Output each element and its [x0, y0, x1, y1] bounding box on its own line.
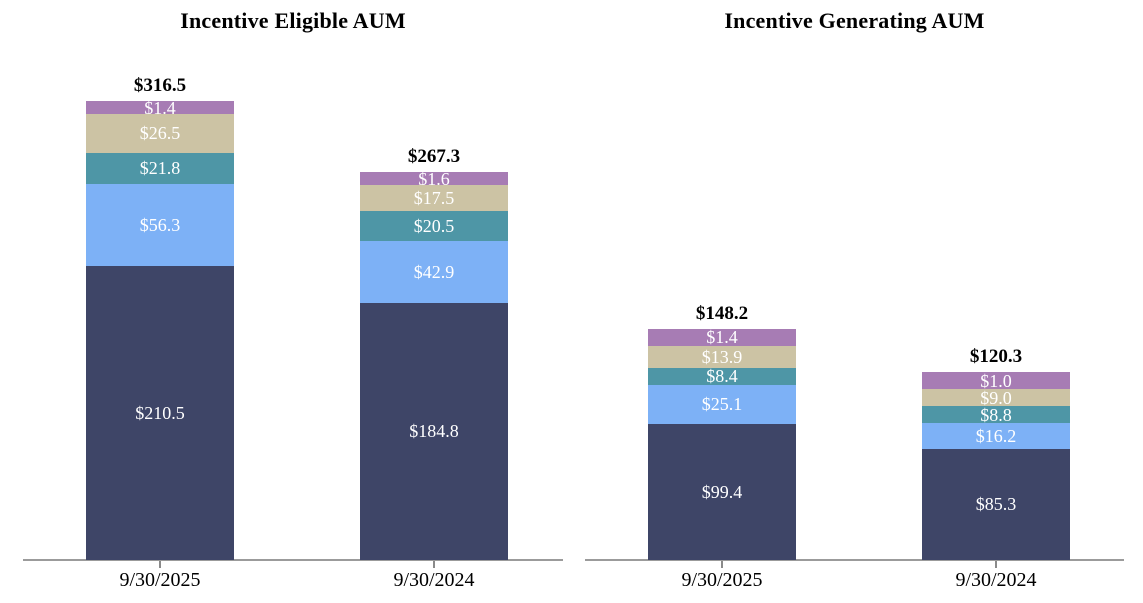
bar-segment-tan-segment: $13.9: [648, 345, 796, 368]
segment-value-label: $17.5: [413, 188, 455, 209]
plot-area: $1.4 $13.9 $8.4 $25.1 $99.4 $148.2 9/30/2025 $1…: [572, 0, 1143, 603]
bar-segment-navy-segment: $184.8: [360, 302, 508, 560]
bar-segment-teal-segment: $8.8: [922, 404, 1070, 425]
segment-value-label: $20.5: [413, 215, 455, 236]
chart-title: Incentive Eligible AUM: [180, 8, 406, 33]
bar-segment-purple-segment: $1.4: [86, 97, 234, 118]
segment-value-label: $26.5: [139, 123, 181, 144]
segment-value-label: $1.4: [706, 327, 738, 348]
bar-segment-light-blue-segment: $25.1: [648, 384, 796, 424]
segment-value-label: $13.9: [701, 346, 743, 367]
segment-value-label: $184.8: [409, 421, 459, 442]
x-axis-line: [585, 559, 1124, 561]
segment-value-label: $85.3: [975, 494, 1017, 515]
x-axis-category-label: 9/30/2024: [955, 569, 1037, 591]
segment-value-label: $9.0: [980, 387, 1012, 408]
bar-segment-tan-segment: $9.0: [922, 387, 1070, 408]
bar-segment-light-blue-segment: $42.9: [360, 240, 508, 303]
bar-total-label: $148.2: [695, 302, 749, 324]
bar-total-label: $267.3: [407, 146, 461, 168]
x-axis-category-label: 9/30/2025: [119, 569, 201, 591]
bar-segment-navy-segment: $210.5: [86, 265, 234, 560]
bar-segment-navy-segment: $99.4: [648, 423, 796, 560]
bar-segment-teal-segment: $20.5: [360, 210, 508, 241]
segment-value-label: $1.4: [144, 97, 176, 118]
segment-value-label: $210.5: [135, 402, 185, 423]
stacked-bar-9-30-2024: $1.6 $17.5 $20.5 $42.9 $184.8: [360, 168, 508, 560]
bar-segment-light-blue-segment: $56.3: [86, 184, 234, 266]
x-axis-tick: [433, 561, 435, 568]
segment-value-label: $8.8: [980, 404, 1012, 425]
stacked-bar-9-30-2024: $1.0 $9.0 $8.8 $16.2 $85.3: [922, 372, 1070, 560]
segment-value-label: $99.4: [701, 481, 743, 502]
bar-segment-purple-segment: $1.6: [360, 168, 508, 189]
x-axis-line: [23, 559, 563, 561]
bar-segment-tan-segment: $17.5: [360, 185, 508, 211]
chart-incentive-eligible-aum: Incentive Eligible AUM $1.4 $26.5 $21.8 $56…: [23, 8, 563, 591]
segment-value-label: $1.6: [418, 168, 450, 189]
segment-value-label: $25.1: [701, 394, 743, 415]
plot-area: $1.4 $26.5 $21.8 $56.3 $210.5 $316.5 9/30/2025…: [23, 75, 563, 591]
segment-value-label: $16.2: [975, 425, 1017, 446]
segment-value-label: $21.8: [139, 158, 181, 179]
x-axis-tick: [721, 561, 723, 568]
x-axis-category-label: 9/30/2025: [681, 569, 763, 591]
bar-segment-navy-segment: $85.3: [922, 448, 1070, 560]
segment-value-label: $42.9: [413, 261, 455, 282]
x-axis-tick: [995, 561, 997, 568]
bar-segment-purple-segment: $1.0: [922, 370, 1070, 391]
chart-title: Incentive Generating AUM: [724, 8, 985, 33]
bar-total-label: $120.3: [969, 346, 1023, 368]
x-axis-category-label: 9/30/2024: [393, 569, 475, 591]
bar-segment-teal-segment: $21.8: [86, 152, 234, 185]
segment-value-label: $8.4: [706, 366, 738, 387]
bar-segment-tan-segment: $26.5: [86, 114, 234, 153]
segment-value-label: $1.0: [980, 370, 1012, 391]
chart-incentive-generating-aum: Incentive Generating AUM $1.4 $13.9 $8.4 $2…: [572, 0, 1143, 603]
x-axis-tick: [159, 561, 161, 568]
bar-total-label: $316.5: [133, 75, 187, 97]
bar-segment-teal-segment: $8.4: [648, 366, 796, 387]
bar-segment-light-blue-segment: $16.2: [922, 423, 1070, 449]
segment-value-label: $56.3: [139, 214, 181, 235]
bar-segment-purple-segment: $1.4: [648, 327, 796, 348]
stacked-bar-9-30-2025: $1.4 $13.9 $8.4 $25.1 $99.4: [648, 327, 796, 560]
stacked-bar-9-30-2025: $1.4 $26.5 $21.8 $56.3 $210.5: [86, 97, 234, 560]
